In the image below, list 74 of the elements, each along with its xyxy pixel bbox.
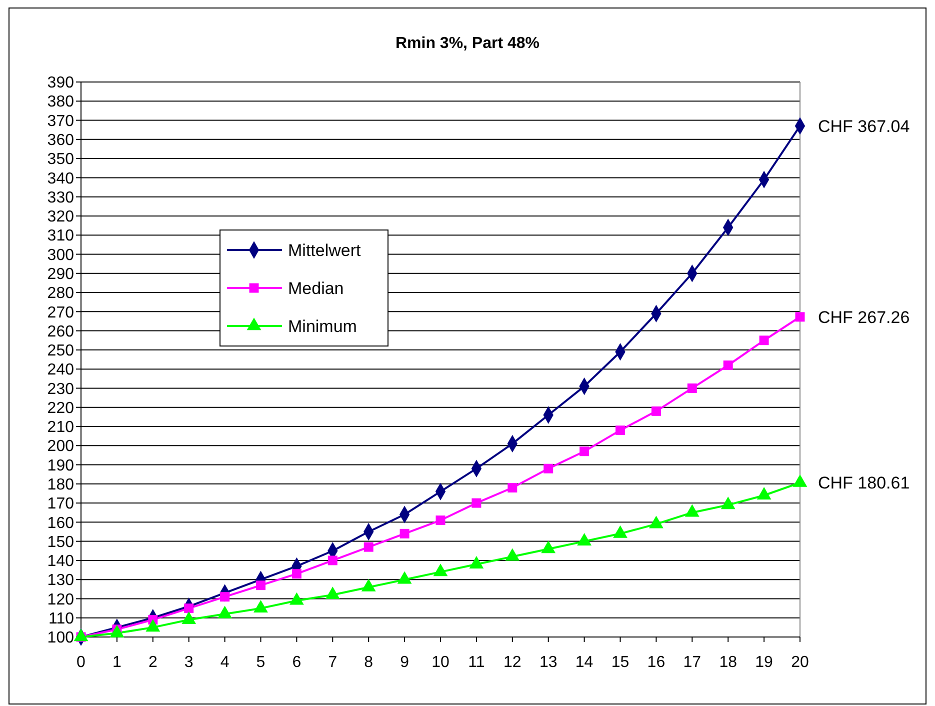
point <box>544 464 554 474</box>
x-tick-label: 13 <box>539 654 558 671</box>
point <box>292 569 302 579</box>
y-tick-label: 390 <box>47 74 74 92</box>
y-tick-label: 300 <box>47 246 74 264</box>
chart-title: Rmin 3%, Part 48% <box>395 35 540 52</box>
point <box>651 406 661 416</box>
y-tick-label: 380 <box>47 94 74 111</box>
point <box>256 580 266 590</box>
point <box>508 482 518 492</box>
data-label: CHF 180.61 <box>818 474 910 493</box>
x-tick-label: 1 <box>112 654 122 671</box>
y-tick-label: 140 <box>47 553 74 570</box>
data-label: CHF 267.26 <box>818 308 910 327</box>
y-tick-label: 100 <box>47 630 74 647</box>
point <box>328 556 338 566</box>
x-tick-label: 15 <box>611 654 630 671</box>
x-tick-label: 0 <box>76 654 86 671</box>
x-tick-label: 6 <box>292 654 302 671</box>
point <box>795 312 805 322</box>
point <box>364 542 374 552</box>
y-tick-label: 370 <box>47 112 74 130</box>
x-tick-label: 4 <box>220 654 230 671</box>
y-tick-label: 130 <box>47 572 74 590</box>
point <box>472 498 482 508</box>
x-tick-label: 11 <box>468 654 485 671</box>
x-tick-label: 16 <box>647 654 666 671</box>
y-tick-label: 230 <box>47 380 74 398</box>
x-tick-label: 10 <box>432 654 450 671</box>
y-tick-label: 250 <box>47 342 74 360</box>
y-tick-label: 360 <box>47 132 74 150</box>
x-tick-label: 20 <box>791 654 809 671</box>
point <box>400 528 410 538</box>
y-tick-label: 310 <box>47 228 74 245</box>
data-label: CHF 367.04 <box>818 116 910 136</box>
y-tick-label: 150 <box>47 534 74 551</box>
y-tick-label: 240 <box>47 362 74 379</box>
x-tick-label: 7 <box>328 654 338 671</box>
x-tick-label: 9 <box>400 654 410 671</box>
point <box>687 383 697 393</box>
y-tick-label: 210 <box>47 419 74 436</box>
y-tick-label: 320 <box>47 208 74 226</box>
y-tick-label: 290 <box>47 266 74 283</box>
point <box>616 426 625 436</box>
x-tick-label: 12 <box>504 654 522 671</box>
y-tick-label: 340 <box>47 170 74 188</box>
y-tick-label: 120 <box>47 591 74 608</box>
y-tick-label: 180 <box>47 476 74 494</box>
point <box>723 360 733 370</box>
legend-label: Median <box>288 278 344 298</box>
x-tick-label: 14 <box>575 654 594 671</box>
y-tick-label: 110 <box>48 610 74 628</box>
x-tick-label: 2 <box>148 654 158 671</box>
y-tick-label: 160 <box>47 514 74 532</box>
x-tick-label: 5 <box>256 654 266 671</box>
y-tick-label: 280 <box>47 285 74 302</box>
y-tick-label: 200 <box>47 438 74 456</box>
y-tick-label: 260 <box>47 323 74 340</box>
y-tick-label: 270 <box>47 304 74 322</box>
legend-label: Mittelwert <box>288 240 362 260</box>
y-tick-label: 350 <box>47 151 74 168</box>
y-tick-label: 170 <box>47 496 74 513</box>
y-tick-label: 190 <box>47 457 74 474</box>
point <box>436 516 446 526</box>
point <box>759 336 769 346</box>
y-tick-label: 220 <box>47 400 74 417</box>
x-tick-label: 3 <box>184 654 194 671</box>
x-tick-label: 18 <box>719 654 738 671</box>
x-tick-label: 8 <box>364 654 374 671</box>
x-tick-label: 19 <box>755 654 774 671</box>
point <box>580 446 590 456</box>
legend-label: Minimum <box>288 316 357 336</box>
x-tick-label: 17 <box>683 654 702 671</box>
y-tick-label: 330 <box>47 189 74 206</box>
